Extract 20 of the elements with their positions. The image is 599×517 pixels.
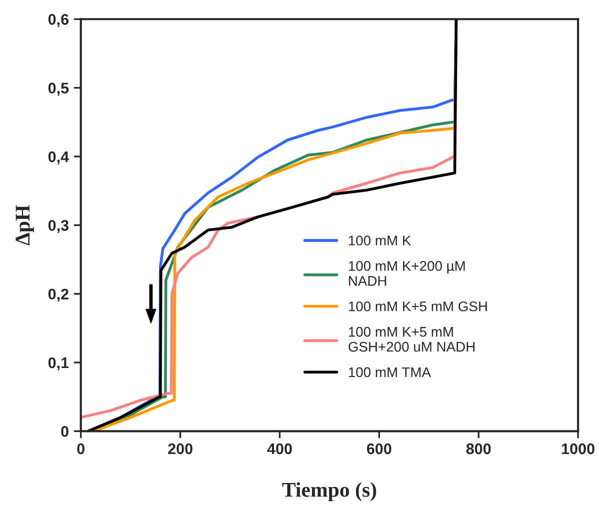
- y-tick-label: 0: [61, 426, 68, 437]
- y-tick-label: 0,2: [48, 288, 68, 302]
- x-tick-label: 0: [77, 443, 84, 454]
- x-tick-label: 1000: [562, 443, 594, 454]
- y-tick-label: 0,6: [48, 14, 69, 28]
- legend-label: 100 mM K+5 mM GSH+200 uM NADH: [348, 326, 474, 352]
- y-axis-title: ΔpH: [16, 205, 34, 246]
- x-tick-label: 600: [366, 443, 392, 454]
- legend-label: 100 mM K+200 µM NADH: [348, 261, 465, 286]
- legend-label: 100 mM TMA: [348, 367, 431, 378]
- y-tick-label: 0,3: [48, 220, 69, 234]
- x-tick-label: 200: [168, 443, 192, 454]
- legend-label: 100 mM K: [348, 236, 412, 246]
- x-tick-label: 400: [267, 443, 292, 454]
- y-tick-label: 0,4: [48, 151, 69, 164]
- legend-label: 100 mM K+5 mM GSH: [348, 301, 487, 312]
- x-axis-title: Tiempo (s): [282, 482, 376, 502]
- x-tick-label: 800: [466, 443, 491, 454]
- y-tick-label: 0,1: [48, 357, 69, 370]
- y-tick-label: 0,5: [48, 82, 69, 96]
